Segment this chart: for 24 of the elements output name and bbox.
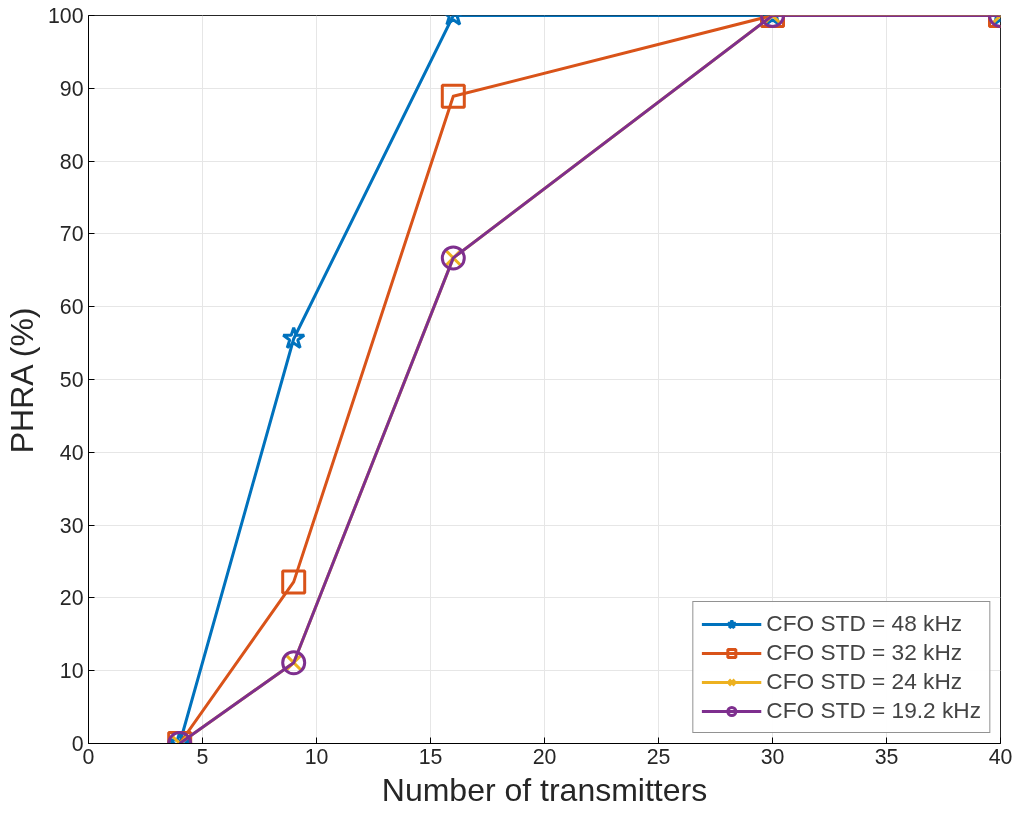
y-tick-label: 10 [59,659,84,684]
legend-label: CFO STD = 24 kHz [766,668,963,695]
x-axis-title: Number of transmitters [381,771,708,808]
legend-label: CFO STD = 32 kHz [766,639,963,666]
y-tick-label: 100 [47,4,84,28]
x-tick-label: 5 [196,744,209,769]
y-tick-label: 20 [59,586,84,611]
y-tick-label: 40 [59,440,84,465]
x-tick-label: 15 [418,744,443,769]
x-tick-label: 30 [760,744,785,769]
y-tick-label: 60 [59,295,84,320]
legend-label: CFO STD = 48 kHz [766,610,963,637]
y-tick-label: 80 [59,149,84,174]
x-tick-label: 35 [874,744,899,769]
y-tick-label: 30 [59,513,84,538]
y-tick-label: 90 [59,76,84,101]
x-tick-label: 20 [532,744,557,769]
x-tick-label: 25 [646,744,671,769]
y-axis-title: PHRA (%) [3,307,40,454]
x-tick-label: 40 [988,744,1013,769]
y-tick-label: 70 [59,222,84,247]
y-tick-label: 50 [59,368,84,392]
x-tick-label: 10 [304,744,329,769]
legend-label: CFO STD = 19.2 kHz [766,697,981,724]
